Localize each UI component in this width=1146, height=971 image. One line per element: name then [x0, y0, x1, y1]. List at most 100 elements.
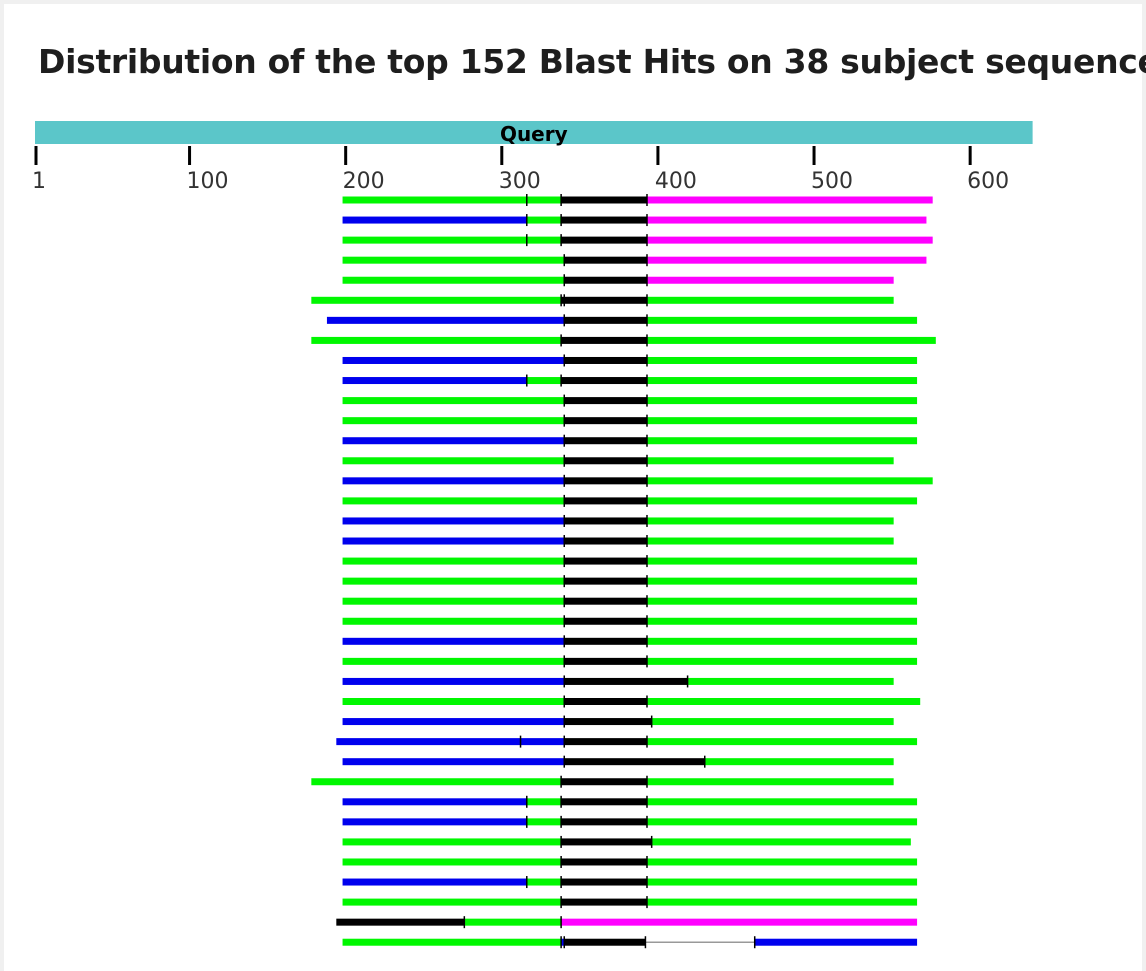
hit-segment	[564, 657, 647, 665]
hit-segment	[526, 216, 562, 224]
hit-segment	[342, 878, 527, 886]
hit-segment	[561, 798, 647, 806]
hit-segment	[342, 256, 565, 264]
hit-segment	[342, 898, 562, 906]
hit-segment	[561, 377, 647, 385]
hit-segment	[342, 216, 527, 224]
hit-segment	[342, 617, 565, 625]
hit-segment	[646, 617, 918, 625]
hit-segment	[564, 718, 652, 726]
hit-segment	[342, 798, 527, 806]
hit-segment	[526, 377, 562, 385]
hit-segment	[342, 377, 527, 385]
hit-segment	[646, 698, 921, 705]
hit-segment	[342, 557, 565, 565]
hit-segment	[564, 356, 647, 364]
hit-segment	[646, 517, 894, 525]
hit-segment	[342, 597, 565, 605]
axis-tick-label: 1	[32, 169, 46, 194]
hit-segment	[561, 296, 565, 304]
query-label: Query	[500, 122, 568, 146]
hit-segment	[342, 356, 565, 364]
hit-segment	[342, 497, 565, 505]
hit-segment	[564, 437, 647, 445]
hit-segment	[564, 577, 647, 585]
hit-segment	[336, 738, 521, 746]
hit-segment	[646, 417, 918, 425]
hit-segment	[564, 617, 647, 625]
hit-segment	[326, 316, 565, 324]
hit-segment	[561, 216, 647, 224]
hit-segment	[561, 918, 918, 926]
hit-segment	[646, 276, 894, 284]
hit-segment	[646, 336, 936, 344]
hit-segment	[646, 537, 894, 545]
hit-segment	[311, 296, 562, 304]
hit-segment	[526, 798, 562, 806]
hit-segment	[646, 477, 933, 485]
hit-segment	[646, 236, 933, 244]
hit-segment	[564, 738, 647, 746]
hit-segment	[564, 637, 647, 645]
hit-segment	[526, 196, 562, 204]
hit-segment	[561, 898, 647, 906]
axis-tick-label: 400	[655, 169, 697, 194]
hit-segment	[564, 316, 647, 324]
hit-segment	[342, 196, 527, 204]
hit-segment	[342, 437, 565, 445]
hit-segment	[564, 497, 647, 505]
hit-segment	[342, 577, 565, 585]
chart-title: Distribution of the top 152 Blast Hits o…	[38, 42, 1146, 81]
axis-tick-label: 100	[187, 169, 229, 194]
axis-tick-label: 500	[811, 169, 853, 194]
hit-segment	[646, 296, 894, 304]
hit-segment	[342, 818, 527, 826]
hit-segment	[342, 677, 565, 685]
hit-segment	[646, 818, 918, 826]
hit-segment	[646, 878, 918, 886]
hit-segment	[311, 336, 562, 344]
hit-segment	[646, 557, 918, 565]
hit-segment	[564, 256, 647, 264]
hit-segment	[646, 316, 918, 324]
hit-segment	[704, 758, 894, 766]
hit-segment	[520, 738, 565, 746]
hit-segment	[342, 397, 565, 405]
hit-segment	[311, 778, 562, 786]
hit-segment	[564, 397, 647, 405]
hit-segment	[646, 377, 918, 385]
hit-segment	[646, 437, 918, 445]
axis-tick-label: 300	[499, 169, 541, 194]
hit-segment	[342, 838, 562, 846]
hit-segment	[564, 677, 688, 685]
hit-segment	[646, 597, 918, 605]
hit-segment	[342, 457, 565, 465]
hit-segment	[646, 497, 918, 505]
hit-segment	[561, 336, 647, 344]
hit-segment	[342, 858, 562, 866]
hit-segment	[342, 517, 565, 525]
hit-segment	[564, 457, 647, 465]
hit-segment	[646, 738, 918, 746]
hit-segment	[564, 698, 647, 705]
hit-segment	[342, 417, 565, 425]
hit-segment	[342, 938, 562, 946]
hit-segment	[561, 818, 647, 826]
hit-segment	[526, 236, 562, 244]
hit-segment	[651, 838, 911, 846]
hit-segment	[561, 196, 647, 204]
hit-segment	[561, 878, 647, 886]
hit-segment	[561, 778, 647, 786]
hit-segment	[564, 537, 647, 545]
hit-segment	[564, 758, 705, 766]
hit-segment	[646, 778, 894, 786]
chart-panel: Distribution of the top 152 Blast Hits o…	[4, 4, 1146, 971]
hit-segment	[342, 276, 565, 284]
hit-segment	[646, 216, 927, 224]
hit-segment	[564, 417, 647, 425]
hit-segment	[646, 637, 918, 645]
hit-segment	[564, 477, 647, 485]
hit-segment	[342, 477, 565, 485]
hit-segment	[646, 577, 918, 585]
